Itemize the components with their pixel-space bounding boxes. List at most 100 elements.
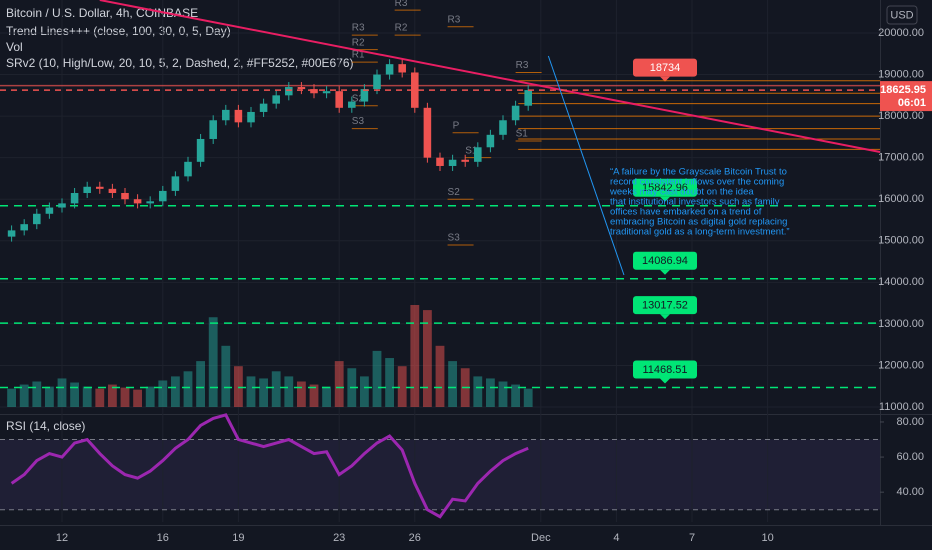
pivot-label: R3: [395, 0, 408, 9]
y-tick-label: 16000.00: [878, 193, 924, 205]
volume-bar: [334, 361, 344, 407]
candle-body: [348, 101, 356, 108]
candle-body: [360, 89, 369, 102]
pivot-label: R2: [395, 23, 408, 34]
pivot-label: S3: [352, 116, 365, 127]
candle-body: [322, 91, 331, 94]
volume-bar: [82, 386, 92, 407]
volume-bar: [397, 366, 407, 407]
pivot-label: S2: [352, 93, 365, 104]
volume-bar: [183, 371, 193, 407]
rsi-band: [0, 439, 880, 510]
volume-bar: [7, 388, 17, 407]
pivot-label: S1: [465, 145, 478, 156]
volume-bar: [221, 345, 231, 407]
volume-bar: [271, 371, 281, 407]
candle-body: [70, 192, 79, 204]
volume-bar: [120, 387, 130, 407]
volume-bar: [133, 389, 143, 407]
y-tick-label: 12000.00: [878, 359, 924, 371]
candle-body: [171, 176, 180, 191]
candle-body: [259, 103, 268, 112]
volume-bar: [259, 378, 269, 407]
x-tick-label: 7: [689, 532, 695, 544]
candle-body: [285, 87, 293, 96]
x-tick-label: 12: [56, 532, 68, 544]
candle-body: [196, 138, 205, 162]
x-tick-label: 4: [613, 532, 619, 544]
level-label-pointer: [660, 378, 670, 384]
level-label-box: [633, 251, 697, 270]
x-tick-label: 19: [232, 532, 244, 544]
x-tick-label: 10: [761, 532, 773, 544]
currency-box[interactable]: [886, 5, 918, 25]
y-tick-label: 14000.00: [878, 276, 924, 288]
indicator-legend: Vol: [6, 40, 23, 54]
level-label-pointer: [660, 196, 670, 202]
pivot-label: R3: [516, 60, 529, 71]
volume-bar: [448, 361, 458, 407]
volume-bar: [233, 366, 243, 407]
candle-body: [222, 109, 230, 121]
volume-bar: [284, 376, 294, 407]
annotation-text: weeks may cast doubt on the idea: [609, 187, 754, 198]
candle-body: [335, 91, 343, 108]
level-label-box: [633, 296, 697, 315]
x-tick-label: 23: [333, 532, 345, 544]
indicator-legend: Trend Lines+++ (close, 100, 30, 0, 5, Da…: [6, 24, 231, 38]
y-tick-label: 18000.00: [878, 110, 924, 122]
volume-bar: [57, 378, 67, 407]
current-price-box: [880, 81, 932, 112]
candle-body: [121, 192, 129, 200]
volume-bar: [208, 317, 218, 407]
volume-bar: [309, 384, 319, 407]
candle-body: [461, 159, 469, 162]
volume-bar: [485, 378, 495, 407]
current-price-label: 18625.95: [880, 84, 926, 96]
volume-bar: [196, 361, 206, 407]
candle-body: [272, 95, 280, 104]
volume-bar: [359, 376, 369, 407]
volume-bar: [498, 381, 508, 407]
countdown-label: 06:01: [898, 97, 926, 109]
candle-body: [436, 157, 444, 166]
rsi-tick-label: 40.00: [896, 486, 924, 498]
pivot-label: S3: [448, 233, 461, 244]
pivot-label: P: [453, 120, 460, 131]
volume-bar: [44, 386, 54, 407]
level-label-pointer: [660, 76, 670, 82]
volume-bar: [145, 386, 155, 407]
x-tick-label: 16: [157, 532, 169, 544]
currency[interactable]: USD: [890, 9, 913, 21]
level-label: 13017.52: [642, 300, 688, 312]
annotation-text: traditional gold as a long-term investme…: [610, 227, 790, 238]
pivot-label: S1: [516, 129, 529, 140]
candle-body: [133, 199, 142, 204]
candle-body: [474, 147, 482, 162]
candle-body: [297, 87, 306, 90]
volume-bar: [473, 376, 483, 407]
candle-body: [423, 107, 432, 158]
level-label: 18734: [650, 62, 681, 74]
candle-body: [411, 72, 419, 108]
annotation-text: embracing Bitcoin as digital gold replac…: [610, 217, 787, 228]
volume-bar: [170, 376, 180, 407]
level-label-box: [633, 360, 697, 379]
volume-bar: [385, 358, 395, 407]
level-label-box: [633, 58, 697, 77]
volume-bar: [322, 386, 332, 407]
volume-bar: [95, 388, 105, 407]
volume-bar: [107, 384, 117, 407]
volume-bar: [372, 350, 382, 407]
y-tick-label: 11000.00: [879, 401, 924, 413]
candle-body: [146, 201, 154, 204]
y-tick-label: 17000.00: [878, 152, 924, 164]
level-label-pointer: [660, 314, 670, 320]
annotation-text: record consistent inflows over the comin…: [610, 177, 784, 188]
rsi-tick-label: 80.00: [896, 416, 924, 428]
volume-bar: [19, 384, 29, 407]
pivot-label: R3: [352, 23, 365, 34]
x-tick-label: 26: [409, 532, 421, 544]
rsi-tick-label: 60.00: [896, 451, 924, 463]
